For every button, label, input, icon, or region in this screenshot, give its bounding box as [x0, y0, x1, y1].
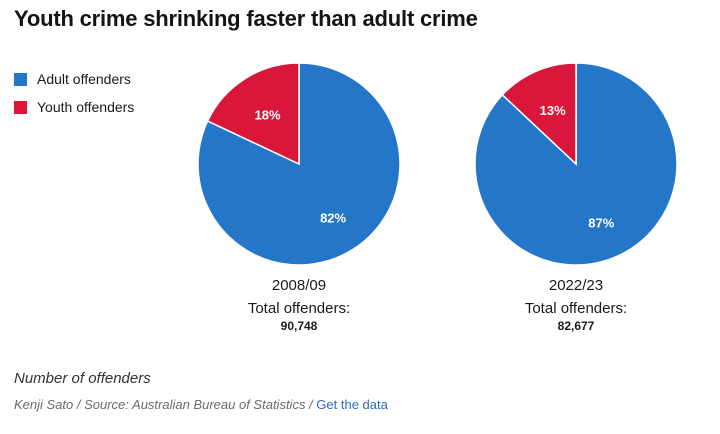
legend-swatch-youth	[14, 100, 27, 114]
legend-label-adult: Adult offenders	[37, 71, 131, 87]
legend-swatch-adult	[14, 72, 27, 86]
pie-0-total-value: 90,748	[281, 319, 318, 333]
footer-note: Number of offenders	[14, 370, 151, 387]
pie-0-label-adult: 82%	[320, 211, 346, 226]
legend-item-adult: Adult offenders	[14, 68, 134, 90]
footer-credit: Kenji Sato / Source: Australian Bureau o…	[14, 397, 388, 412]
pie-0-slice-youth	[206, 62, 300, 166]
pie-1-total-value: 82,677	[558, 319, 595, 333]
legend-label-youth: Youth offenders	[37, 99, 135, 115]
chart-title: Youth crime shrinking faster than adult …	[14, 6, 478, 31]
get-the-data-link[interactable]: Get the data	[316, 397, 388, 412]
pie-1-label-youth: 13%	[540, 103, 566, 118]
pie-0-year: 2008/09	[272, 277, 326, 294]
credit-text: Kenji Sato / Source: Australian Bureau o…	[14, 397, 317, 412]
pie-1-slice-youth	[501, 62, 577, 166]
pie-1-total-label: Total offenders:	[525, 300, 627, 317]
pie-0-total-label: Total offenders:	[248, 300, 350, 317]
pie-1-label-adult: 87%	[588, 215, 614, 230]
pie-0-label-youth: 18%	[255, 108, 281, 123]
pie-1-year: 2022/23	[549, 277, 603, 294]
legend: Adult offenders Youth offenders	[14, 68, 134, 124]
legend-item-youth: Youth offenders	[14, 96, 134, 118]
